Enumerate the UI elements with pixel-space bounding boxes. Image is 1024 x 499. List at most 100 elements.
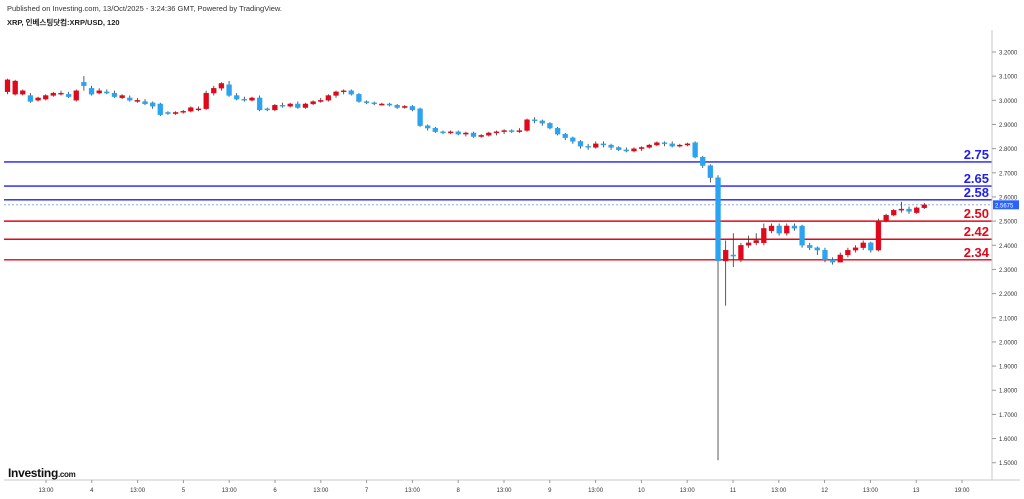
candle [165,111,171,115]
candle-body [96,90,102,94]
candle [4,78,11,95]
candle-body [692,142,698,158]
y-tick-label: 2.6000 [999,195,1018,201]
y-tick-label: 2.7000 [999,171,1018,177]
candle [577,140,584,149]
candle [88,85,95,96]
candle [616,146,622,152]
candle [845,247,851,258]
candle [700,155,706,168]
candle [234,93,240,101]
candle [81,76,87,91]
candle [524,118,530,132]
x-tick-label: 9 [548,488,552,494]
candle-body [593,143,599,148]
candle [218,82,225,91]
y-tick-label: 2.1000 [999,316,1018,322]
candle [256,95,263,112]
investing-logo: Investing.com [8,466,76,480]
candle-body [127,97,133,101]
candle [211,85,217,96]
x-tick-label: 5 [182,488,186,494]
candle-body [532,119,538,122]
candle [532,117,538,124]
candle [272,103,278,112]
candle-body [447,131,454,134]
candle [654,141,660,147]
logo-brand: Investing [8,466,58,480]
candle [417,107,423,127]
candle [96,88,102,95]
candle-body [295,103,301,108]
candle-body [470,132,477,137]
candle-body [333,91,339,96]
candle [646,143,652,149]
candle-body [195,108,202,111]
candle-body [348,90,354,95]
candle-body [157,103,163,115]
candle [539,119,545,126]
candle [241,96,247,102]
current-price-badge [993,200,1019,210]
candle-body [730,254,736,257]
candle [791,223,798,231]
candle [547,122,553,130]
candle-body [761,228,767,244]
candle-body [638,147,645,149]
candle [20,89,26,96]
candle-body [218,83,225,89]
candle-body [539,120,545,124]
candle [363,100,370,104]
candle [501,129,507,135]
candle [891,209,897,217]
logo-domain: .com [57,470,76,479]
candle-body [852,247,859,251]
y-tick-label: 2.9000 [999,123,1018,129]
candle [554,126,561,136]
candle [356,93,362,103]
candle [463,131,469,137]
candle [440,130,446,135]
candle [43,94,49,101]
candle [715,175,721,461]
candle-body [631,148,637,152]
candle-body [234,95,240,100]
candle-body [119,95,125,99]
candle [914,206,920,214]
candle-body [134,100,141,102]
candle [684,142,691,147]
candle-body [829,259,836,263]
candle [898,201,905,213]
candle-body [203,92,209,109]
candle-body [264,108,270,111]
candle [570,136,576,144]
candle-body [891,210,897,216]
y-tick-label: 2.0000 [999,340,1018,346]
candle-body [425,125,431,129]
candle [883,213,889,223]
candle [516,128,523,133]
candle [906,206,912,214]
y-tick-label: 1.8000 [999,389,1018,395]
candle-body [43,95,49,100]
candle [837,252,843,263]
level-label: 2.50 [964,206,989,221]
candle [150,101,156,109]
candle [455,130,461,136]
candle-body [509,130,515,132]
level-label: 2.42 [964,224,989,239]
candles [4,76,927,461]
candle-body [684,143,691,146]
level-lines: 2.75 2.652.58 2.50 2.42 2.34 [4,147,992,261]
candle-body [516,130,523,132]
x-tick-label: 13:00 [130,488,146,494]
candle-body [356,94,362,102]
candle [50,91,56,97]
candle-body [921,204,927,208]
candle-body [745,242,752,246]
candle-body [837,254,843,263]
candle-body [791,225,798,229]
candle [325,94,332,102]
candle-body [272,105,278,111]
